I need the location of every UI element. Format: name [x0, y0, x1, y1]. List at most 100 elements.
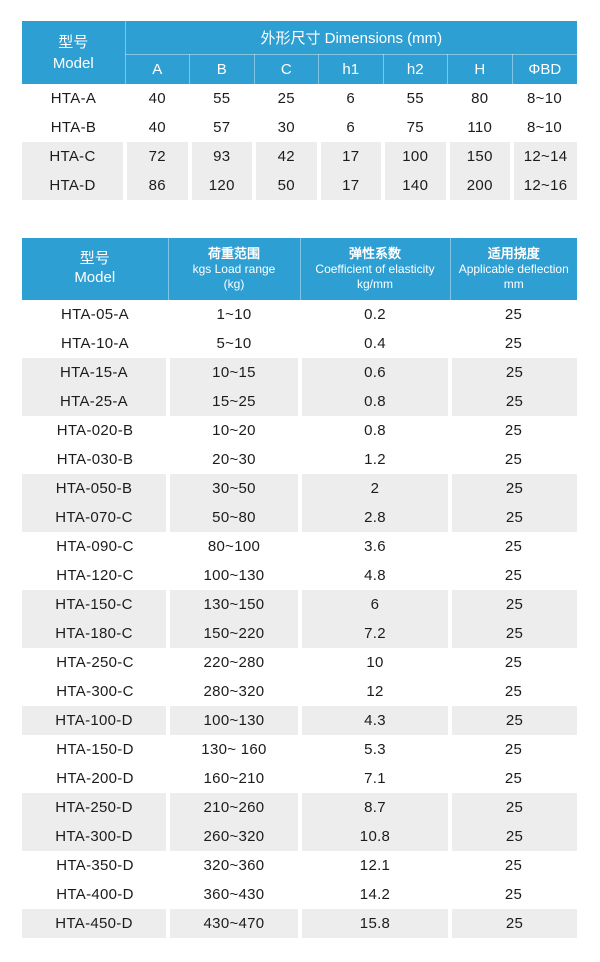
model-cell: HTA-10-A	[61, 335, 129, 352]
elasticity-cell: 10.8	[298, 822, 450, 851]
load-range-cell: 10~20	[212, 422, 256, 439]
model-column-header: 型号 Model	[22, 238, 168, 300]
load-range-cell: 5~10	[216, 335, 252, 352]
deflection-label-en: Applicable deflection	[458, 262, 569, 277]
deflection-column-header: 适用挠度 Applicable deflection mm	[449, 238, 577, 300]
model-cell: HTA-150-C	[22, 590, 168, 619]
load-range-cell: 1~10	[216, 306, 252, 323]
deflection-cell: 25	[504, 654, 523, 671]
elasticity-cell: 2	[298, 474, 450, 503]
dim-h1-cell: 17	[316, 171, 383, 200]
dim-phibd-cell: 8~10	[527, 90, 563, 107]
model-column-header: 型号 Model	[22, 21, 126, 84]
elasticity-cell: 14.2	[359, 886, 391, 903]
dim-b-cell: 120	[187, 171, 254, 200]
load-label-zh: 荷重范围	[207, 245, 260, 261]
deflection-cell: 25	[504, 886, 523, 903]
dim-h2-cell: 100	[381, 142, 448, 171]
dim-h2-cell: 140	[381, 171, 448, 200]
dim-a-cell: 40	[148, 119, 166, 136]
load-range-cell: 210~260	[166, 793, 300, 822]
model-cell: HTA-300-D	[22, 822, 168, 851]
model-cell: HTA-300-C	[56, 683, 134, 700]
table-row: HTA-070-C 50~80 2.8 25	[22, 503, 577, 532]
model-cell: HTA-05-A	[61, 306, 129, 323]
table-row: HTA-100-D 100~130 4.3 25	[22, 706, 577, 735]
table-row: HTA-10-A 5~10 0.4 25	[22, 329, 577, 358]
load-range-cell: 50~80	[166, 503, 300, 532]
deflection-cell: 25	[504, 422, 523, 439]
table-row: HTA-180-C 150~220 7.2 25	[22, 619, 577, 648]
deflection-cell: 25	[448, 387, 577, 416]
deflection-cell: 25	[448, 358, 577, 387]
column-header-b: B	[189, 54, 254, 84]
table-row: HTA-020-B 10~20 0.8 25	[22, 416, 577, 445]
model-cell: HTA-150-D	[56, 741, 134, 758]
deflection-cell: 25	[504, 451, 523, 468]
deflection-cell: 25	[504, 538, 523, 555]
dim-h1-cell: 17	[316, 142, 383, 171]
coeff-label-zh: 弹性系数	[348, 245, 401, 261]
load-label-en: kgs Load range	[192, 262, 276, 277]
table-row: HTA-25-A 15~25 0.8 25	[22, 387, 577, 416]
load-range-cell: 430~470	[166, 909, 300, 938]
dim-h-cell: 150	[445, 142, 512, 171]
dim-h2-cell: 75	[406, 119, 424, 136]
model-cell: HTA-A	[50, 90, 97, 107]
deflection-cell: 25	[504, 770, 523, 787]
elasticity-cell: 8.7	[298, 793, 450, 822]
load-range-cell: 30~50	[166, 474, 300, 503]
load-range-cell: 100~130	[166, 706, 300, 735]
model-cell: HTA-250-D	[22, 793, 168, 822]
table-row: HTA-250-C 220~280 10 25	[22, 648, 577, 677]
model-cell: HTA-180-C	[22, 619, 168, 648]
elasticity-cell: 10	[366, 654, 384, 671]
elasticity-cell: 0.4	[364, 335, 386, 352]
table-row: HTA-150-D 130~ 160 5.3 25	[22, 735, 577, 764]
deflection-cell: 25	[448, 474, 577, 503]
model-cell: HTA-B	[50, 119, 97, 136]
deflection-cell: 25	[448, 706, 577, 735]
dimensions-table-body: HTA-A 40 55 25 6 55 80 8~10 HTA-B 40 57 …	[22, 84, 578, 200]
model-label-zh: 型号	[58, 33, 89, 51]
deflection-cell: 25	[448, 909, 577, 938]
deflection-label-unit: mm	[503, 277, 524, 292]
dim-b-cell: 93	[187, 142, 254, 171]
model-cell: HTA-030-B	[56, 451, 134, 468]
column-header-h: H	[447, 54, 512, 84]
model-cell: HTA-250-C	[56, 654, 134, 671]
elasticity-cell: 0.8	[298, 387, 450, 416]
model-cell: HTA-C	[22, 142, 125, 171]
deflection-label-zh: 适用挠度	[487, 245, 540, 261]
load-range-cell: 220~280	[203, 654, 265, 671]
load-range-cell: 80~100	[207, 538, 261, 555]
load-range-cell: 360~430	[203, 886, 265, 903]
elasticity-cell: 0.8	[364, 422, 386, 439]
column-header-phibd: ΦBD	[511, 54, 578, 84]
table-row: HTA-450-D 430~470 15.8 25	[22, 909, 577, 938]
table-row: HTA-300-D 260~320 10.8 25	[22, 822, 577, 851]
dim-c-cell: 50	[252, 171, 319, 200]
load-range-cell: 20~30	[212, 451, 256, 468]
elasticity-cell: 2.8	[298, 503, 450, 532]
dim-phibd-cell: 12~16	[509, 171, 578, 200]
load-spec-table: 型号 Model 荷重范围 kgs Load range (kg) 弹性系数 C…	[22, 238, 577, 938]
load-range-column-header: 荷重范围 kgs Load range (kg)	[167, 238, 300, 300]
table-row: HTA-D 86 120 50 17 140 200 12~16	[22, 171, 578, 200]
deflection-cell: 25	[504, 857, 523, 874]
deflection-cell: 25	[448, 822, 577, 851]
elasticity-cell: 15.8	[298, 909, 450, 938]
load-range-cell: 10~15	[166, 358, 300, 387]
column-header-h2: h2	[382, 54, 448, 84]
table-row: HTA-030-B 20~30 1.2 25	[22, 445, 577, 474]
load-range-cell: 280~320	[203, 683, 265, 700]
load-range-cell: 130~150	[166, 590, 300, 619]
dim-a-cell: 40	[148, 90, 166, 107]
model-label-en: Model	[74, 269, 116, 286]
table-row: HTA-15-A 10~15 0.6 25	[22, 358, 577, 387]
model-cell: HTA-450-D	[22, 909, 168, 938]
table-row: HTA-B 40 57 30 6 75 110 8~10	[22, 113, 577, 142]
model-cell: HTA-050-B	[22, 474, 168, 503]
elasticity-cell: 7.2	[298, 619, 450, 648]
